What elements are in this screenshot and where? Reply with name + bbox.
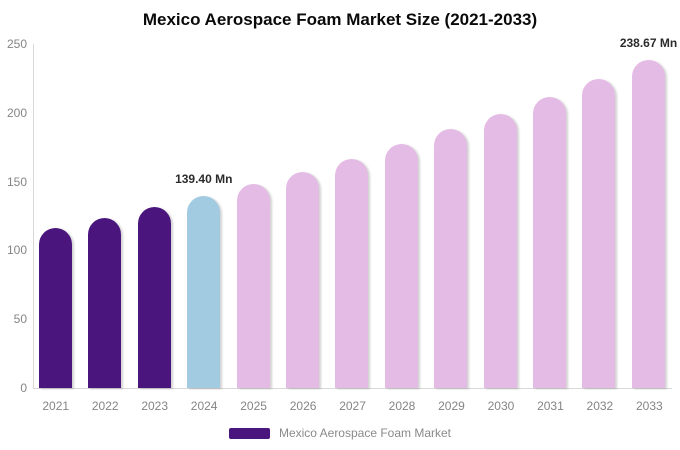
bar-2025[interactable]	[236, 184, 270, 388]
x-axis-tick-labels: 2021 2022 2023 2024 2025 2026 2027 2028 2029 2030…	[31, 399, 674, 413]
legend-swatch[interactable]	[228, 427, 270, 439]
y-tick-label: 100	[6, 243, 27, 258]
bar-2021[interactable]	[39, 227, 72, 388]
y-tick-label: 200	[6, 105, 27, 120]
bar-2032[interactable]	[582, 78, 616, 388]
bar-2030[interactable]	[483, 113, 517, 388]
x-axis-line	[33, 388, 672, 389]
y-axis-line	[33, 44, 34, 388]
x-tick-label-2031: 2031	[537, 399, 564, 413]
x-tick-label-2021: 2021	[42, 399, 70, 413]
y-tick-label: 150	[6, 174, 27, 189]
bar-2023[interactable]	[137, 207, 171, 388]
x-tick-label-2025: 2025	[240, 399, 267, 413]
bar-2026[interactable]	[286, 171, 320, 388]
bar-2031[interactable]	[533, 96, 567, 388]
bar-value-label-2033: 238.67 Mn	[619, 35, 678, 50]
x-tick-label-2027: 2027	[339, 399, 366, 413]
x-tick-label-2028: 2028	[388, 399, 416, 413]
x-tick-label-2022: 2022	[91, 399, 119, 413]
x-tick-label-2032: 2032	[586, 399, 614, 413]
bar-2033[interactable]	[631, 59, 665, 388]
x-tick-label-2026: 2026	[289, 399, 317, 413]
y-tick-label: 0	[20, 381, 27, 395]
bar-2022[interactable]	[88, 217, 122, 388]
plot-area	[39, 44, 665, 388]
legend: Mexico Aerospace Foam Market	[0, 425, 680, 441]
bar-2028[interactable]	[384, 144, 418, 388]
y-tick-label: 50	[13, 312, 27, 327]
x-tick-label-2030: 2030	[487, 399, 515, 413]
bar-value-label-2024: 139.40 Mn	[175, 172, 233, 187]
chart-title: Mexico Aerospace Foam Market Size (2021-…	[142, 10, 538, 29]
x-tick-label-2023: 2023	[141, 399, 169, 413]
bar-2029[interactable]	[434, 129, 468, 388]
bar-2024[interactable]	[187, 196, 221, 388]
x-tick-label-2029: 2029	[438, 399, 465, 413]
x-tick-label-2024: 2024	[190, 399, 218, 413]
x-tick-label-2033: 2033	[636, 399, 663, 413]
legend-label[interactable]: Mexico Aerospace Foam Market	[278, 426, 452, 440]
bar-2027[interactable]	[335, 158, 369, 388]
y-tick-label: 250	[6, 37, 27, 51]
